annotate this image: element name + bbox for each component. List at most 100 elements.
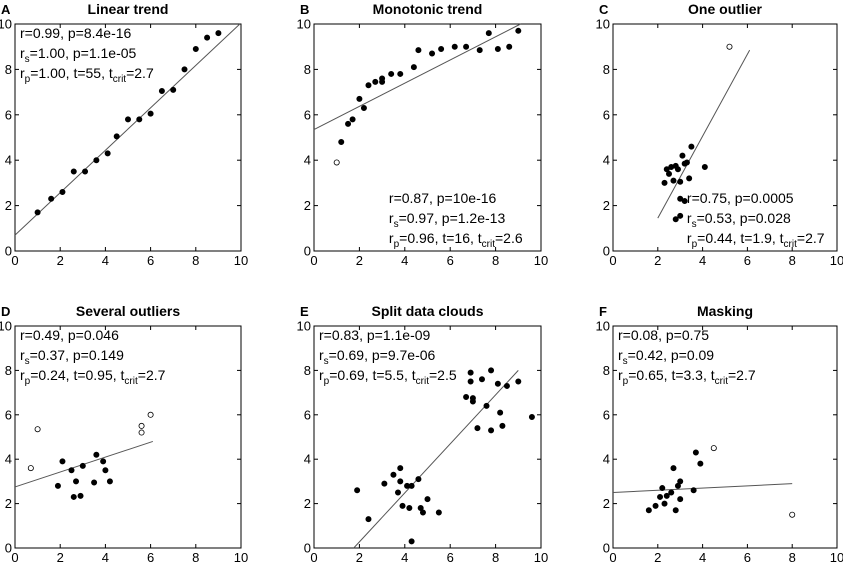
- stat-line-1: r=0.08, p=0.75: [618, 327, 709, 343]
- plot-frame: [14, 325, 242, 549]
- y-tick-label: 10: [297, 319, 311, 334]
- data-point: [379, 78, 386, 85]
- x-tick-label: 2: [57, 550, 64, 565]
- panel-title: Monotonic trend: [373, 1, 483, 17]
- regression-line: [657, 49, 751, 219]
- x-tick-label: 6: [147, 550, 154, 565]
- y-tick-label: 6: [304, 107, 311, 122]
- stat-text: =2.5: [429, 367, 457, 383]
- stat-text: =2.7: [138, 367, 166, 383]
- data-point: [679, 152, 686, 159]
- y-tick-label: 8: [304, 62, 311, 77]
- x-tick-label: 8: [492, 253, 499, 268]
- stat-line-1: r=0.75, p=0.0005: [687, 190, 794, 206]
- stat-subscript: s: [25, 356, 30, 367]
- x-tick-label: 2: [356, 550, 363, 565]
- x-tick-label: 10: [830, 550, 843, 565]
- stat-text: =1.00, t=55, t: [30, 65, 113, 81]
- data-point: [670, 465, 677, 472]
- data-point: [488, 427, 495, 434]
- stat-subscript: p: [324, 376, 330, 387]
- x-tick-label: 0: [310, 550, 317, 565]
- data-point: [147, 110, 154, 117]
- x-tick-label: 0: [310, 253, 317, 268]
- y-tick-label: 10: [596, 17, 610, 32]
- data-point: [365, 516, 372, 523]
- stat-line-3: rp=0.24, t=0.95, tcrit=2.7: [20, 367, 166, 387]
- y-tick-label: 2: [304, 198, 311, 213]
- stat-text: r=0.87, p=10e-16: [389, 190, 497, 206]
- stat-symbol: r: [687, 210, 692, 226]
- stat-line-3: rp=0.69, t=5.5, tcrit=2.5: [319, 367, 457, 387]
- data-point: [158, 87, 165, 94]
- data-point: [397, 70, 404, 77]
- y-tick-label: 4: [5, 452, 12, 467]
- data-point: [494, 45, 501, 52]
- data-point: [469, 398, 476, 405]
- y-tick-label: 4: [5, 153, 12, 168]
- y-tick-label: 6: [5, 107, 12, 122]
- stat-line-3: rp=0.96, t=16, tcrit=2.6: [389, 230, 523, 250]
- data-point: [666, 170, 673, 177]
- data-point: [170, 86, 177, 93]
- data-point: [397, 478, 404, 485]
- stat-subscript: s: [394, 219, 399, 230]
- data-point: [204, 34, 211, 41]
- data-point: [672, 507, 679, 514]
- data-point: [697, 460, 704, 467]
- y-tick-label: 2: [603, 496, 610, 511]
- x-tick-label: 8: [192, 550, 199, 565]
- data-point: [474, 425, 481, 432]
- y-tick-label: 4: [603, 452, 610, 467]
- data-point: [692, 449, 699, 456]
- data-point: [483, 402, 490, 409]
- x-tick-label: 4: [102, 253, 109, 268]
- stat-line-2: rs=0.97, p=1.2e-13: [389, 210, 506, 230]
- data-point: [70, 168, 77, 175]
- stat-symbol: r: [20, 45, 25, 61]
- stat-line-2: rs=0.37, p=0.149: [20, 347, 124, 367]
- y-tick-label: 0: [5, 541, 12, 556]
- data-point: [93, 451, 100, 458]
- panel-title: Masking: [697, 303, 753, 319]
- y-tick-label: 10: [0, 17, 12, 32]
- x-tick-label: 2: [356, 253, 363, 268]
- stat-text: =0.69, t=5.5, t: [329, 367, 416, 383]
- data-point: [485, 30, 492, 37]
- stat-text: =2.7: [797, 230, 825, 246]
- y-tick-label: 0: [304, 541, 311, 556]
- data-point: [506, 43, 513, 50]
- x-tick-label: 2: [654, 550, 661, 565]
- stat-subscript: p: [692, 239, 698, 250]
- panel-letter: F: [599, 304, 607, 319]
- stat-text: =0.97, p=1.2e-13: [399, 210, 506, 226]
- data-point: [659, 485, 666, 492]
- data-point: [528, 414, 535, 421]
- y-tick-label: 2: [304, 496, 311, 511]
- y-tick-label: 4: [304, 452, 311, 467]
- stat-line-3: rp=0.65, t=3.3, tcrit=2.7: [618, 367, 756, 387]
- data-point: [476, 47, 483, 54]
- data-point: [497, 409, 504, 416]
- data-point: [73, 478, 80, 485]
- data-point: [390, 471, 397, 478]
- stat-subscript: crit: [482, 239, 496, 250]
- y-tick-label: 0: [304, 244, 311, 259]
- data-point: [410, 64, 417, 71]
- data-point: [467, 369, 474, 376]
- stat-symbol: r: [389, 210, 394, 226]
- plot-frame: [612, 23, 838, 252]
- stat-line-3: rp=0.44, t=1.9, tcrit=2.7: [687, 230, 825, 250]
- data-point: [688, 143, 695, 150]
- data-point: [136, 116, 143, 123]
- stat-symbol: r: [618, 347, 623, 363]
- stat-line-2: rs=0.53, p=0.028: [687, 210, 791, 230]
- y-tick-label: 8: [304, 363, 311, 378]
- stat-subscript: s: [324, 356, 329, 367]
- data-point: [354, 487, 361, 494]
- y-tick-label: 8: [603, 62, 610, 77]
- x-tick-label: 0: [609, 253, 616, 268]
- y-tick-label: 6: [603, 407, 610, 422]
- data-point: [48, 195, 55, 202]
- data-point: [503, 382, 510, 389]
